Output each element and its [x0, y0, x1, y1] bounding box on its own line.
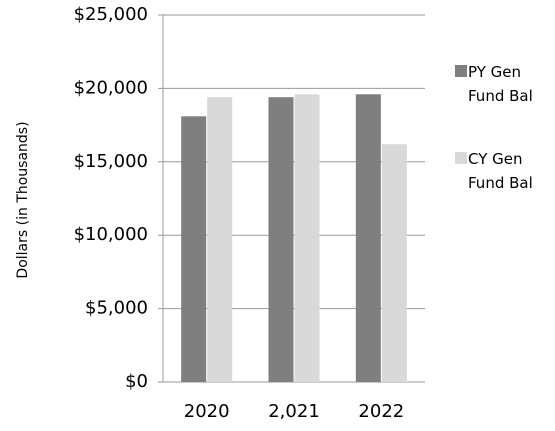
bar [355, 94, 381, 382]
y-tick-label: $20,000 [74, 77, 148, 98]
y-tick-label: $15,000 [74, 151, 148, 172]
legend-label: PY Gen Fund Bal [468, 63, 533, 105]
y-tick-label: $25,000 [74, 4, 148, 25]
y-tick-label: $5,000 [85, 298, 148, 319]
bar [268, 97, 294, 382]
bar [181, 116, 207, 383]
x-tick-label: 2022 [358, 401, 404, 422]
y-tick-label: $0 [125, 371, 148, 392]
x-tick-label: 2,021 [268, 401, 320, 422]
x-tick-label: 2020 [184, 401, 230, 422]
bar [381, 144, 407, 382]
y-axis-label: Dollars (in Thousands) [15, 121, 31, 278]
bar [207, 97, 233, 382]
y-tick-label: $10,000 [74, 224, 148, 245]
legend-swatch [455, 152, 467, 164]
bar [294, 94, 320, 382]
legend-label: CY Gen Fund Bal [468, 150, 533, 192]
legend-swatch [455, 65, 467, 77]
